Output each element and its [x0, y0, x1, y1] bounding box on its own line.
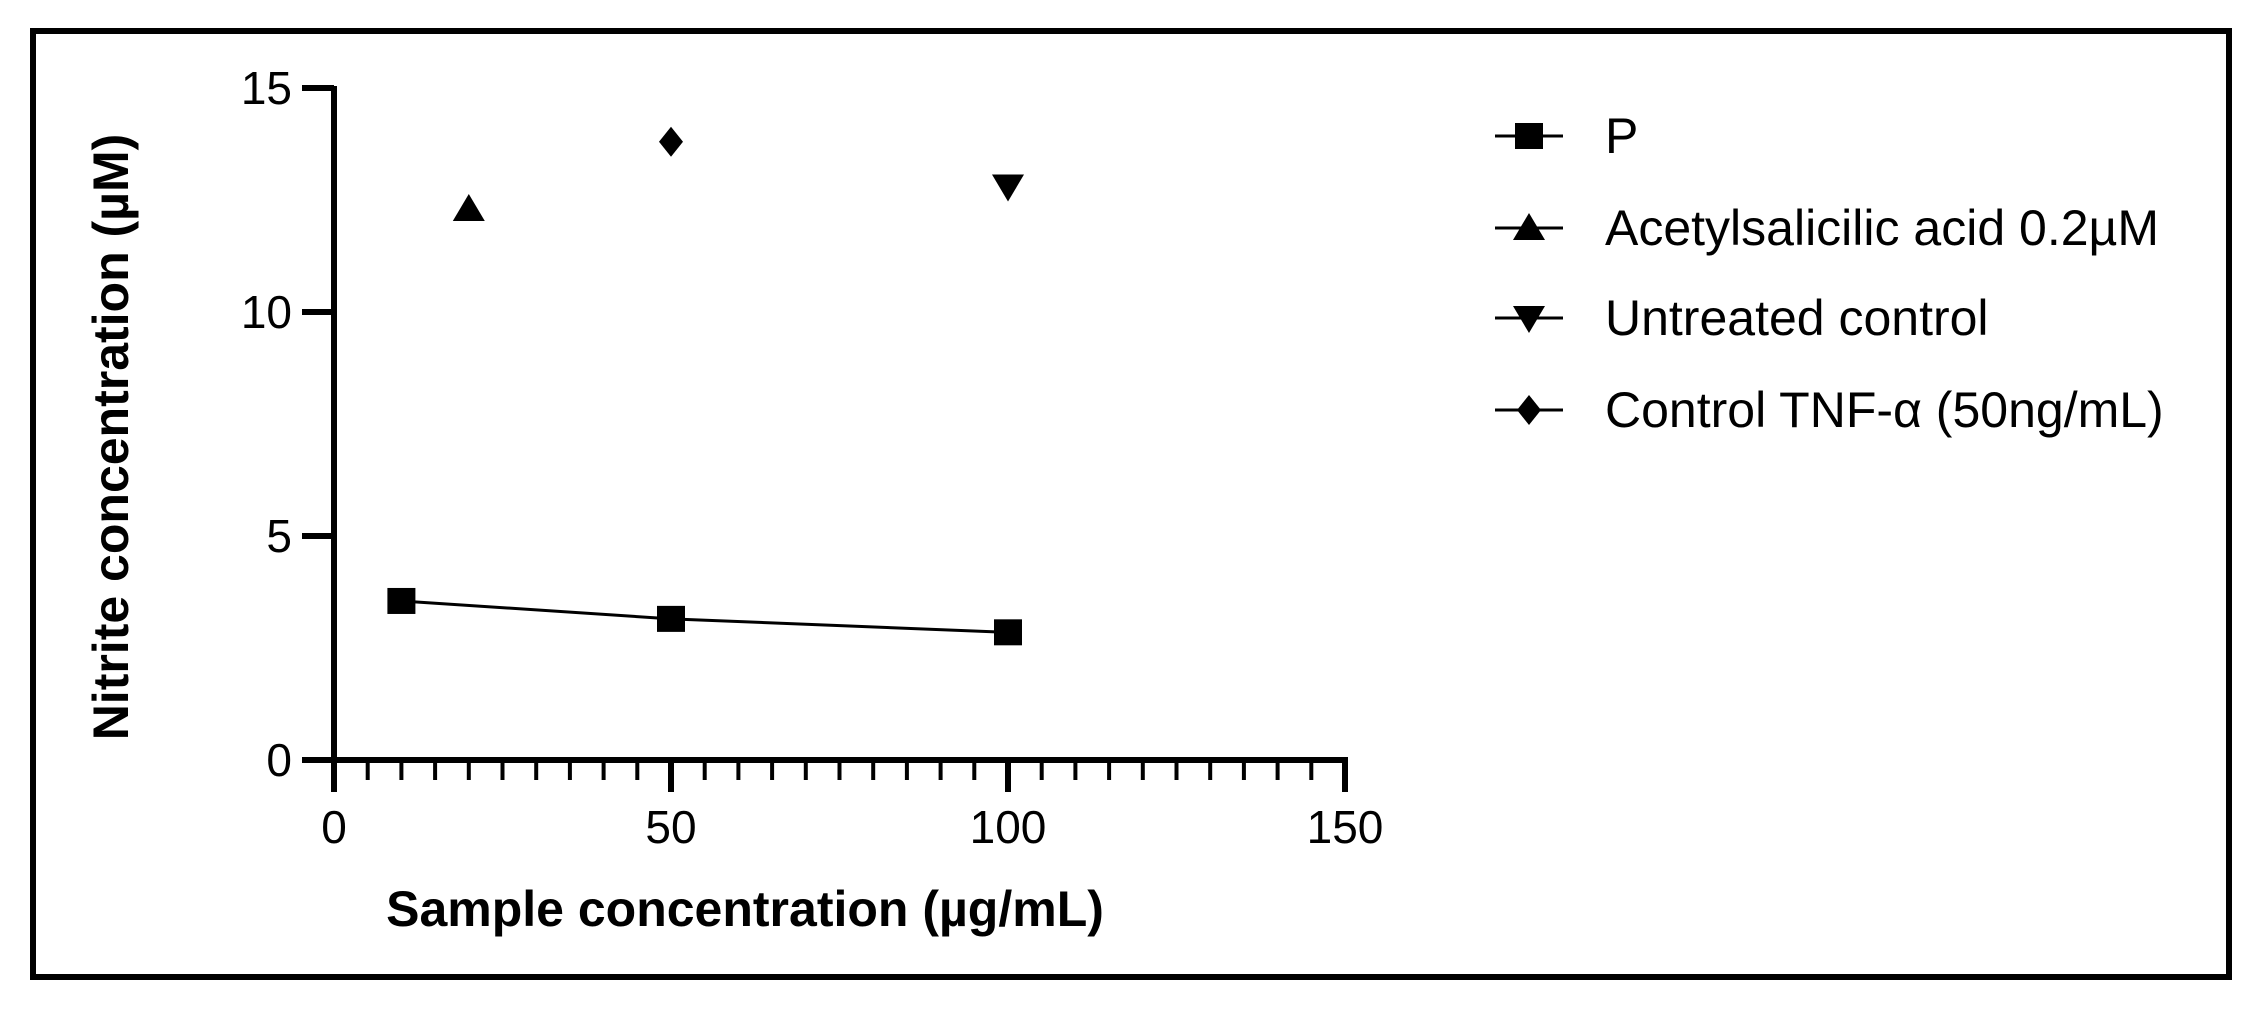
y-tick-label: 0 [266, 734, 292, 786]
ticks: 0 50 100 150 0 5 10 15 [241, 62, 1384, 853]
series-line-0 [401, 599, 1009, 634]
figure-frame [30, 28, 2232, 980]
data-point [994, 619, 1022, 646]
legend-marker [1517, 395, 1541, 425]
x-tick-label: 0 [321, 801, 347, 853]
y-tick-label: 15 [241, 62, 292, 114]
x-axis-title: Sample concentration (µg/mL) [386, 881, 1104, 937]
y-tick-label: 5 [266, 510, 292, 562]
y-axis-title: Nitrite concentration (µM) [83, 134, 139, 741]
legend-marker [1515, 123, 1543, 149]
legend: P Acetylsalicilic acid 0.2µM Untreated con… [1495, 108, 2164, 438]
legend-marker [1513, 306, 1545, 333]
legend-label: Control TNF-α (50ng/mL) [1605, 382, 2164, 438]
data-point [992, 174, 1024, 202]
legend-label: P [1605, 108, 1638, 164]
axes [331, 86, 1348, 763]
plot-area [387, 126, 1024, 646]
data-point [657, 605, 685, 632]
x-tick-label: 50 [645, 801, 696, 853]
data-point [659, 126, 683, 157]
legend-label: Untreated control [1605, 290, 1989, 346]
x-tick-label: 100 [970, 801, 1047, 853]
legend-label: Acetylsalicilic acid 0.2µM [1605, 200, 2159, 256]
data-point [452, 193, 485, 221]
legend-marker [1513, 213, 1545, 240]
data-point [387, 587, 416, 614]
x-tick-label: 150 [1307, 801, 1384, 853]
y-tick-label: 10 [241, 286, 292, 338]
